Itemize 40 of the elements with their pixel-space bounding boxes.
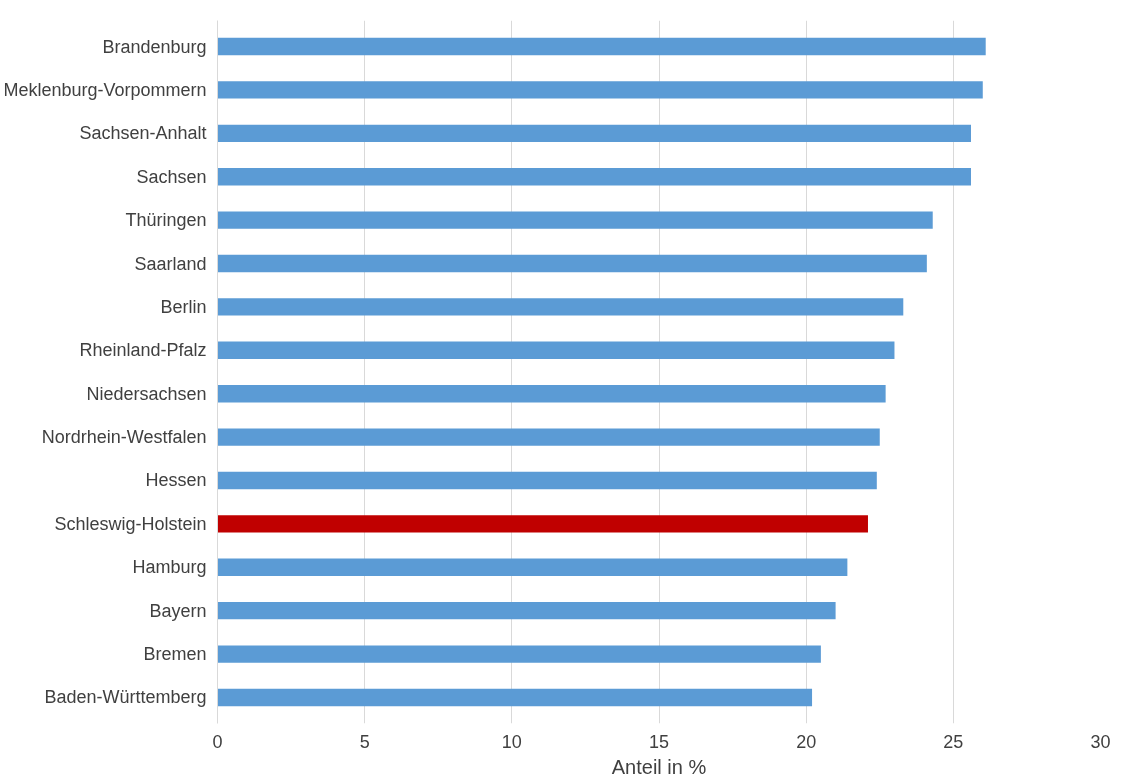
y-tick-label: Rheinland-Pfalz [79, 340, 207, 361]
x-tick-label: 5 [359, 731, 370, 752]
bar [217, 515, 868, 533]
bar [217, 471, 877, 490]
y-tick-label: Niedersachsen [86, 383, 207, 404]
y-tick-label: Hamburg [132, 557, 207, 578]
y-tick-label: Meklenburg-Vorpommern [3, 79, 207, 100]
x-tick-label: 10 [501, 731, 522, 752]
y-tick-label: Baden-Württemberg [44, 687, 207, 708]
bar [217, 341, 895, 359]
y-tick-label: Thüringen [125, 210, 207, 231]
x-axis-title: Anteil in % [611, 755, 707, 778]
y-tick-label: Hessen [145, 470, 207, 491]
bar [217, 124, 971, 143]
bar [217, 645, 821, 663]
y-tick-label: Berlin [160, 296, 207, 317]
y-tick-label: Bayern [149, 600, 207, 621]
bar [217, 81, 983, 99]
bar [217, 385, 886, 403]
y-tick-label: Sachsen-Anhalt [79, 123, 207, 144]
bar [217, 688, 813, 707]
y-tick-label: Sachsen [136, 166, 207, 187]
bar [217, 211, 933, 229]
bar [217, 168, 971, 186]
y-tick-label: Nordrhein-Westfalen [41, 427, 207, 448]
y-tick-label: Brandenburg [102, 36, 207, 57]
y-tick-label: Schleswig-Holstein [54, 513, 207, 534]
x-tick-label: 15 [648, 731, 670, 752]
x-tick-label: 25 [943, 731, 964, 752]
bar [217, 601, 836, 620]
bar [217, 298, 904, 316]
x-tick-label: 20 [796, 731, 817, 752]
bar [217, 254, 927, 273]
y-tick-label: Bremen [143, 644, 207, 665]
bar [217, 428, 880, 446]
bar [217, 558, 848, 576]
y-tick-label: Saarland [134, 253, 207, 274]
x-tick-label: 0 [212, 731, 223, 752]
x-tick-label: 30 [1090, 731, 1111, 752]
bar [217, 37, 986, 56]
